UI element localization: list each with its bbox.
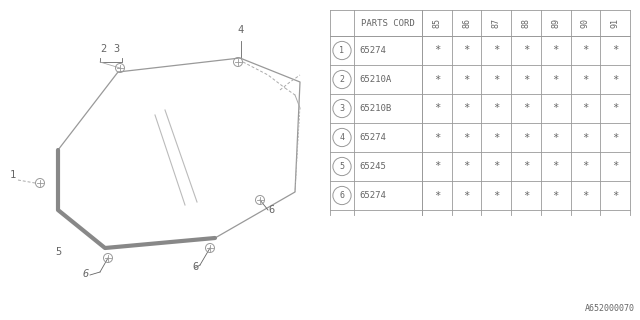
Text: 6: 6 (339, 191, 344, 200)
Text: *: * (612, 162, 618, 172)
Bar (330, 10, 630, 215)
Text: *: * (582, 132, 589, 142)
Text: *: * (612, 45, 618, 55)
Text: *: * (523, 75, 529, 84)
Text: 5: 5 (339, 162, 344, 171)
Text: *: * (582, 103, 589, 114)
Text: *: * (523, 190, 529, 201)
Text: 91: 91 (611, 18, 620, 28)
Text: 3: 3 (339, 104, 344, 113)
Text: 3: 3 (113, 44, 119, 54)
Text: *: * (612, 103, 618, 114)
Text: *: * (463, 103, 470, 114)
Text: *: * (552, 132, 559, 142)
Text: 86: 86 (462, 18, 471, 28)
Text: 88: 88 (522, 18, 531, 28)
Text: 2: 2 (100, 44, 106, 54)
Text: *: * (463, 190, 470, 201)
Text: 6: 6 (268, 205, 275, 215)
Text: *: * (493, 190, 499, 201)
Text: *: * (434, 190, 440, 201)
Text: *: * (523, 45, 529, 55)
Text: *: * (612, 75, 618, 84)
Text: *: * (434, 103, 440, 114)
Text: *: * (493, 132, 499, 142)
Text: *: * (463, 162, 470, 172)
Text: 65210A: 65210A (359, 75, 391, 84)
Text: 65274: 65274 (359, 133, 386, 142)
Text: *: * (493, 103, 499, 114)
Text: 87: 87 (492, 18, 500, 28)
Text: *: * (493, 75, 499, 84)
Text: 1: 1 (10, 170, 16, 180)
Text: *: * (463, 132, 470, 142)
Text: *: * (434, 132, 440, 142)
Text: *: * (582, 75, 589, 84)
Text: *: * (552, 190, 559, 201)
Text: *: * (463, 75, 470, 84)
Text: *: * (493, 162, 499, 172)
Text: 90: 90 (581, 18, 590, 28)
Text: *: * (463, 45, 470, 55)
Text: *: * (552, 162, 559, 172)
Text: 65274: 65274 (359, 191, 386, 200)
Text: 65210B: 65210B (359, 104, 391, 113)
Text: *: * (493, 45, 499, 55)
Text: *: * (434, 162, 440, 172)
Text: *: * (434, 45, 440, 55)
Text: *: * (582, 190, 589, 201)
Text: *: * (523, 132, 529, 142)
Text: *: * (552, 75, 559, 84)
Text: *: * (434, 75, 440, 84)
Text: 1: 1 (339, 46, 344, 55)
Text: 2: 2 (339, 75, 344, 84)
Text: 6: 6 (83, 269, 89, 279)
Text: 4: 4 (339, 133, 344, 142)
Text: 6: 6 (192, 262, 198, 272)
Text: 5: 5 (55, 247, 61, 257)
Text: *: * (612, 190, 618, 201)
Text: *: * (582, 45, 589, 55)
Text: 89: 89 (551, 18, 560, 28)
Text: 85: 85 (433, 18, 442, 28)
Text: 65245: 65245 (359, 162, 386, 171)
Text: *: * (523, 162, 529, 172)
Text: *: * (552, 103, 559, 114)
Text: A652000070: A652000070 (585, 304, 635, 313)
Text: 65274: 65274 (359, 46, 386, 55)
Text: *: * (612, 132, 618, 142)
Text: *: * (552, 45, 559, 55)
Text: 4: 4 (237, 25, 243, 35)
Text: *: * (582, 162, 589, 172)
Text: PARTS CORD: PARTS CORD (361, 19, 415, 28)
Text: *: * (523, 103, 529, 114)
